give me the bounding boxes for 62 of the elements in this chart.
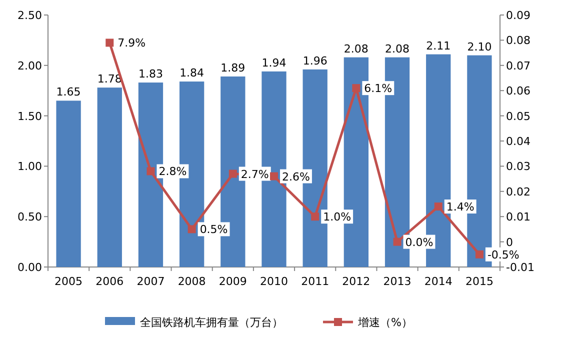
point — [270, 172, 278, 180]
y2-tick-label: 0 — [506, 236, 513, 249]
y2-tick-label: 0.06 — [506, 84, 530, 98]
x-tick-label: 2006 — [96, 275, 124, 288]
y-tick-label: 2.00 — [18, 59, 42, 72]
point — [434, 202, 442, 211]
y2-tick-label: 0.07 — [506, 59, 530, 72]
x-tick-label: 2010 — [260, 275, 288, 288]
point — [228, 170, 237, 178]
legend-label: 增速（%） — [357, 316, 412, 329]
point — [188, 225, 196, 234]
x-tick-label: 2007 — [136, 275, 165, 288]
bar — [56, 100, 81, 267]
data-label: 2.08 — [344, 42, 368, 56]
data-label: 6.1% — [364, 82, 392, 96]
y2-tick-label: 0.02 — [506, 185, 530, 198]
y2-tick-label: 0.04 — [506, 135, 530, 148]
data-label: 2.10 — [467, 40, 492, 54]
bar — [97, 88, 122, 267]
data-label: 1.4% — [446, 200, 474, 214]
point — [311, 212, 320, 221]
data-label: 2.11 — [426, 39, 451, 52]
point — [393, 238, 402, 246]
point — [475, 250, 484, 258]
data-label: 2.7% — [240, 168, 269, 181]
y-tick-label: 1.50 — [18, 110, 42, 123]
y2-tick-label: 0.01 — [506, 210, 530, 224]
data-label: -0.5% — [487, 248, 520, 262]
x-tick-label: 2009 — [218, 275, 247, 288]
y-tick-label: 0.00 — [18, 261, 42, 274]
y2-tick-label: 0.05 — [506, 110, 530, 123]
point — [352, 84, 360, 92]
data-label: 1.89 — [220, 61, 246, 74]
x-tick-label: 2014 — [424, 275, 452, 288]
data-label: 7.9% — [118, 36, 146, 50]
data-label: 1.0% — [323, 210, 352, 224]
data-label: 0.0% — [405, 236, 434, 249]
y2-tick-label: 0.08 — [506, 34, 530, 48]
y-tick-label: 2.50 — [18, 9, 42, 22]
data-label: 2.6% — [282, 170, 310, 184]
data-label: 2.8% — [158, 165, 187, 178]
point — [146, 167, 155, 176]
data-label: 1.96 — [302, 54, 328, 68]
y2-tick-label: 0.09 — [506, 9, 530, 22]
y-tick-label: 0.50 — [18, 210, 42, 224]
data-label: 2.08 — [385, 42, 410, 56]
point — [106, 38, 114, 47]
x-tick-label: 2012 — [342, 275, 370, 288]
data-label: 1.84 — [180, 66, 204, 80]
y-tick-label: 1.00 — [18, 160, 42, 174]
data-label: 1.65 — [56, 86, 81, 99]
data-label: 0.5% — [200, 223, 228, 236]
data-label: 1.94 — [262, 56, 286, 70]
legend-label: 全国铁路机车拥有量（万台） — [140, 316, 283, 329]
x-tick-label: 2008 — [178, 275, 206, 288]
x-tick-label: 2013 — [383, 275, 412, 288]
x-tick-label: 2011 — [301, 275, 330, 288]
x-tick-label: 2015 — [465, 275, 494, 288]
data-label: 1.83 — [138, 68, 163, 81]
y2-tick-label: 0.03 — [506, 160, 530, 174]
x-tick-label: 2005 — [54, 275, 83, 288]
y2-tick-label: -0.01 — [506, 261, 534, 274]
